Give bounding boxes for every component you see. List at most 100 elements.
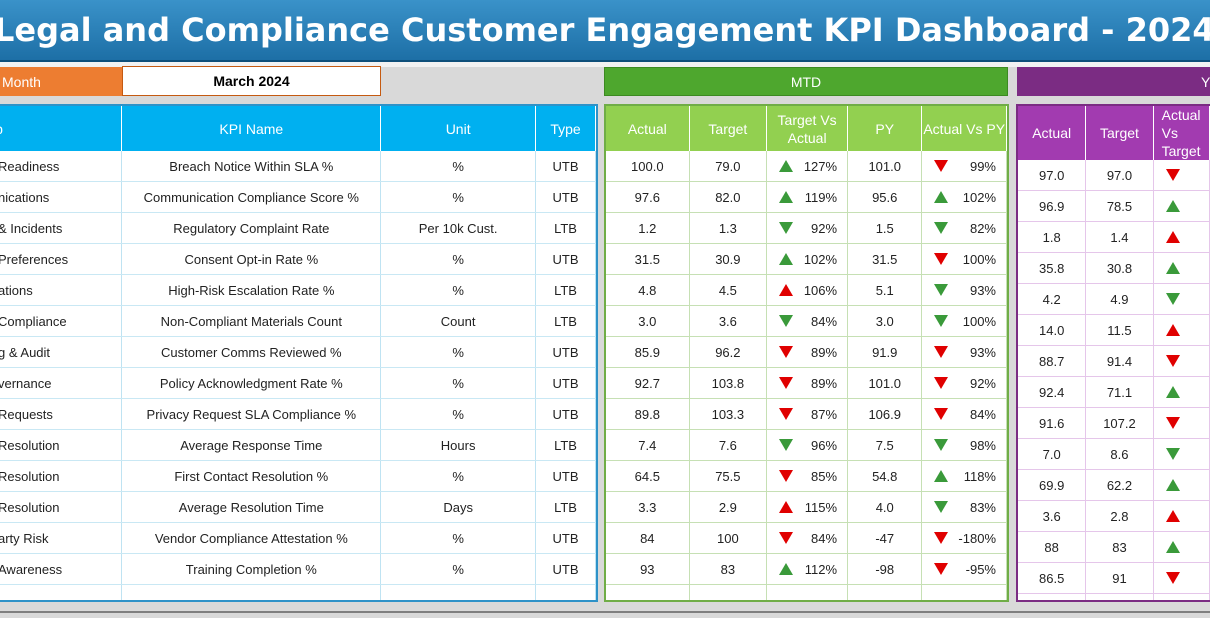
mtd-actual-cell: 84 <box>606 522 690 554</box>
table-row[interactable]: 4.8 4.5 106% 5.1 93% <box>606 274 1007 306</box>
ytd-target-cell: 97.0 <box>1085 160 1154 191</box>
mtd-py-cell: 31.5 <box>847 243 923 275</box>
table-row[interactable]: 91.6 107.2 <box>1018 407 1210 439</box>
table-row[interactable]: 3.3 2.9 115% 4.0 83% <box>606 491 1007 523</box>
mtd-py-header: PY <box>847 106 923 151</box>
table-row[interactable]: Compliance Non-Compliant Materials Count C… <box>0 305 596 337</box>
table-row[interactable]: 4.2 4.9 <box>1018 283 1210 315</box>
table-row[interactable]: 97.0 97.0 <box>1018 160 1210 191</box>
group-cell: Requests <box>0 398 123 430</box>
table-row[interactable]: vernance Policy Acknowledgment Rate %% UTB <box>0 367 596 399</box>
ytd-actual-cell: 96.9 <box>1018 190 1087 222</box>
table-row[interactable]: 89.8 103.3 87% 106.9 84% <box>606 398 1007 430</box>
table-row[interactable]: 96.9 78.5 <box>1018 190 1210 222</box>
table-row[interactable]: 1.8 1.4 <box>1018 221 1210 253</box>
table-row[interactable]: 92.4 71.1 <box>1018 376 1210 408</box>
table-row[interactable]: 88 83 <box>1018 531 1210 563</box>
table-row[interactable]: 84 100 84% -47 -180% <box>606 522 1007 554</box>
unit-column-header: Unit <box>380 106 537 151</box>
down-arrow-icon <box>779 315 794 327</box>
mtd-actual-vs-py-cell: 93% <box>921 274 1007 306</box>
mtd-actual-vs-py-cell-value: 102% <box>962 189 996 205</box>
table-row[interactable]: 31.5 30.9 102% 31.5 100% <box>606 243 1007 275</box>
group-text: Awareness <box>0 561 63 577</box>
table-row[interactable]: g & Audit Customer Comms Reviewed %% UTB <box>0 336 596 368</box>
empty-row <box>606 584 1007 600</box>
table-row[interactable]: Resolution Average Response Time Hours LTB <box>0 429 596 461</box>
table-row[interactable]: ations High-Risk Escalation Rate %% LTB <box>0 274 596 306</box>
up-arrow-icon <box>1165 200 1180 212</box>
mtd-actual-cell: 4.8 <box>606 274 690 306</box>
table-row[interactable]: Resolution Average Resolution Time Days LTB <box>0 491 596 523</box>
kpi-name-cell: Privacy Request SLA Compliance % <box>121 398 382 430</box>
group-text: & Incidents <box>0 220 63 236</box>
table-row[interactable]: 64.5 75.5 85% 54.8 118% <box>606 460 1007 492</box>
table-row[interactable]: 92.7 103.8 89% 101.0 92% <box>606 367 1007 399</box>
group-text: Readiness <box>0 158 60 174</box>
down-arrow-icon <box>934 284 949 296</box>
mtd-target-vs-actual-cell-value: 102% <box>803 251 838 267</box>
table-row[interactable]: & Incidents Regulatory Complaint Rate Per … <box>0 212 596 244</box>
table-row[interactable]: 35.8 30.8 <box>1018 252 1210 284</box>
table-row[interactable]: Awareness Training Completion %% UTB <box>0 553 596 585</box>
mtd-target-vs-actual-cell-value: 119% <box>804 189 838 205</box>
group-cell: nications <box>0 181 123 213</box>
down-arrow-icon <box>934 160 949 172</box>
table-row[interactable]: 86.5 91 <box>1018 562 1210 594</box>
kpi-name-cell: Breach Notice Within SLA % <box>121 151 382 182</box>
spacer-strip <box>0 62 1210 67</box>
table-row[interactable]: 7.4 7.6 96% 7.5 98% <box>606 429 1007 461</box>
mtd-target-vs-actual-cell: 84% <box>766 522 849 554</box>
mtd-actual-vs-py-cell: 92% <box>921 367 1007 399</box>
up-arrow-icon <box>779 501 794 513</box>
mtd-actual-vs-py-cell: 100% <box>921 243 1007 275</box>
table-row[interactable]: 3.6 2.8 <box>1018 500 1210 532</box>
ytd-target-cell: 2.8 <box>1085 500 1154 532</box>
unit-cell: Count <box>380 305 537 337</box>
ytd-actual-cell: 3.6 <box>1018 500 1087 532</box>
group-cell: ations <box>0 274 123 306</box>
table-row[interactable]: Readiness Breach Notice Within SLA %% UTB <box>0 151 596 182</box>
mtd-py-cell: 54.8 <box>847 460 923 492</box>
group-text: Preferences <box>0 251 69 267</box>
ytd-actual-vs-target-cell <box>1153 469 1210 501</box>
table-row[interactable]: Resolution First Contact Resolution %% UTB <box>0 460 596 492</box>
mtd-actual-vs-py-cell: 84% <box>921 398 1007 430</box>
empty-cell <box>606 584 690 600</box>
down-arrow-icon <box>934 532 949 544</box>
table-row[interactable]: 100.0 79.0 127% 101.0 99% <box>606 151 1007 182</box>
down-arrow-icon <box>934 315 949 327</box>
up-arrow-icon <box>1165 386 1180 398</box>
up-arrow-icon <box>1165 510 1180 522</box>
kpi-name-cell: Training Completion % <box>121 553 382 585</box>
kpi-name-cell: Vendor Compliance Attestation % <box>121 522 382 554</box>
table-row[interactable]: nications Communication Compliance Score … <box>0 181 596 213</box>
table-row[interactable]: 93 83 112% -98 -95% <box>606 553 1007 585</box>
mtd-target-cell: 75.5 <box>689 460 768 492</box>
ytd-target-cell: 4.9 <box>1085 283 1154 315</box>
table-row[interactable]: 3.0 3.6 84% 3.0 100% <box>606 305 1007 337</box>
type-cell: UTB <box>535 460 596 492</box>
mtd-target-cell: 7.6 <box>689 429 768 461</box>
mtd-target-vs-actual-cell-value: 106% <box>803 282 838 298</box>
ytd-actual-cell: 88.7 <box>1018 345 1087 377</box>
ytd-target-header: Target <box>1085 106 1154 160</box>
table-row[interactable]: 1.2 1.3 92% 1.5 82% <box>606 212 1007 244</box>
table-row[interactable]: 88.7 91.4 <box>1018 345 1210 377</box>
kpi-name-cell: Communication Compliance Score % <box>121 181 382 213</box>
type-cell: UTB <box>535 243 596 275</box>
down-arrow-icon <box>934 346 949 358</box>
mtd-target-vs-actual-cell-value: 115% <box>804 499 838 515</box>
table-row[interactable]: 69.9 62.2 <box>1018 469 1210 501</box>
table-row[interactable]: 7.0 8.6 <box>1018 438 1210 470</box>
kpi-name-column-header: KPI Name <box>121 106 382 151</box>
table-row[interactable]: 85.9 96.2 89% 91.9 93% <box>606 336 1007 368</box>
ytd-actual-cell: 1.8 <box>1018 221 1087 253</box>
table-row[interactable]: arty Risk Vendor Compliance Attestation %… <box>0 522 596 554</box>
table-row[interactable]: Requests Privacy Request SLA Compliance %… <box>0 398 596 430</box>
mtd-target-cell: 100 <box>689 522 768 554</box>
table-row[interactable]: 97.6 82.0 119% 95.6 102% <box>606 181 1007 213</box>
table-row[interactable]: 14.0 11.5 <box>1018 314 1210 346</box>
table-row[interactable]: Preferences Consent Opt-in Rate %% UTB <box>0 243 596 275</box>
month-select[interactable]: March 2024 <box>122 66 381 96</box>
